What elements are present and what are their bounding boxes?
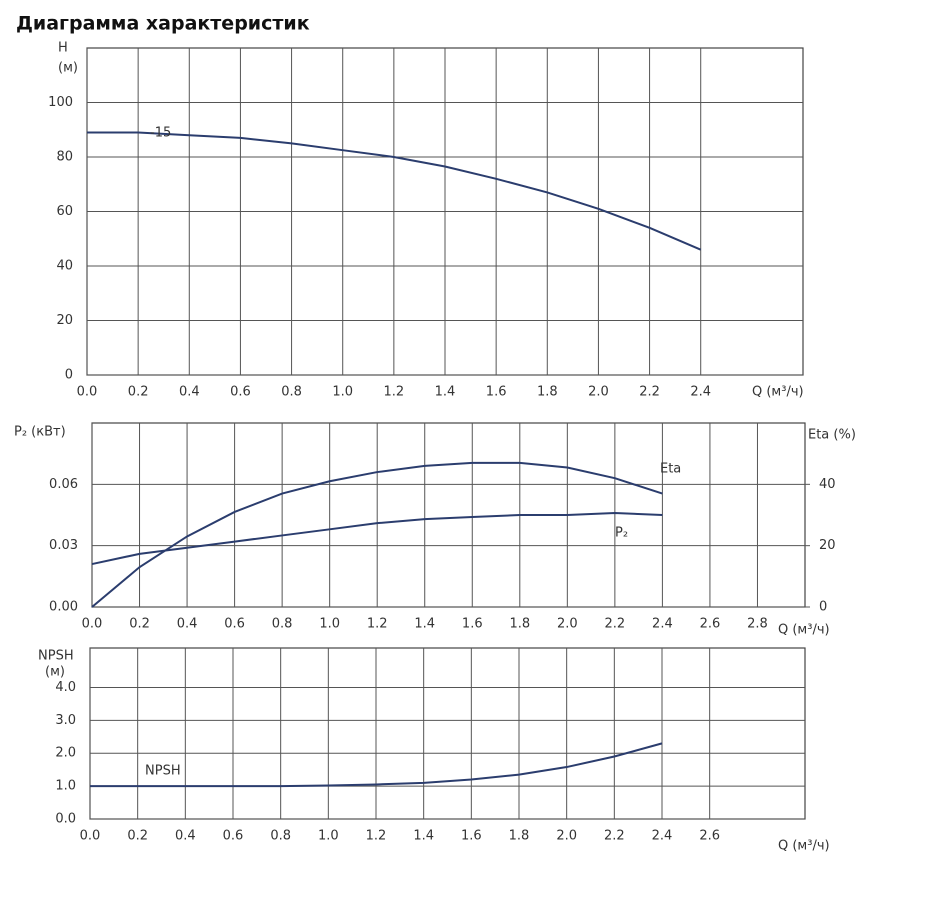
x-tick-label: 1.6 [461, 829, 482, 844]
x-tick-label: 2.2 [605, 617, 626, 632]
data-line [90, 742, 663, 788]
x-tick-label: 2.4 [652, 617, 673, 632]
y-tick-label: 3.0 [55, 713, 76, 728]
y-tick-label: 20 [56, 313, 73, 328]
y-tick-label: 1.0 [55, 779, 76, 794]
x-tick-label: 1.4 [414, 617, 435, 632]
x-tick-label: 1.8 [537, 385, 558, 400]
x-tick-label: 2.6 [699, 829, 720, 844]
x-tick-label: 0.2 [127, 829, 148, 844]
x-tick-label: 0.8 [281, 385, 302, 400]
y-tick-label: 40 [56, 259, 73, 274]
y2-tick-label: 0 [819, 600, 827, 615]
x-tick-label: 0.8 [270, 829, 291, 844]
series-label: Eta [660, 462, 681, 477]
x-tick-label: 2.0 [556, 829, 577, 844]
data-line [91, 461, 663, 608]
y-axis-unit: (м) [58, 61, 78, 76]
plot-frame [89, 647, 806, 820]
x-tick-label: 1.4 [413, 829, 434, 844]
x-tick-label: 2.8 [747, 617, 768, 632]
x-axis-label: Q (м³/ч) [778, 623, 830, 638]
x-tick-label: 2.6 [700, 617, 721, 632]
y-tick-label: 80 [56, 150, 73, 165]
data-line [87, 131, 702, 251]
x-tick-label: 1.8 [509, 829, 530, 844]
x-tick-label: 0.6 [230, 385, 251, 400]
x-tick-label: 1.0 [332, 385, 353, 400]
y-axis-label: P₂ (кВт) [14, 425, 66, 440]
x-tick-label: 2.0 [588, 385, 609, 400]
series-label: -15 [150, 126, 171, 141]
x-axis-label: Q (м³/ч) [778, 839, 830, 854]
x-tick-label: 1.2 [367, 617, 388, 632]
y-tick-label: 100 [48, 95, 73, 110]
y-tick-label: 4.0 [55, 680, 76, 695]
x-tick-label: 2.2 [604, 829, 625, 844]
x-tick-label: 0.6 [224, 617, 245, 632]
y-tick-label: 0.00 [49, 600, 78, 615]
plot-frame [91, 422, 806, 608]
x-tick-label: 0.0 [80, 829, 101, 844]
x-tick-label: 1.8 [509, 617, 530, 632]
series-label: P₂ [615, 526, 628, 541]
x-tick-label: 0.2 [129, 617, 150, 632]
x-tick-label: 2.4 [690, 385, 711, 400]
y-axis-unit: (м) [45, 665, 65, 680]
x-tick-label: 2.0 [557, 617, 578, 632]
series-label: NPSH [145, 764, 181, 779]
x-tick-label: 2.2 [639, 385, 660, 400]
y-tick-label: 2.0 [55, 746, 76, 761]
x-tick-label: 0.0 [82, 617, 103, 632]
y-tick-label: 60 [56, 204, 73, 219]
x-tick-label: 0.4 [179, 385, 200, 400]
data-line [91, 511, 663, 566]
y2-tick-label: 40 [819, 477, 836, 492]
y-tick-label: 0.06 [49, 477, 78, 492]
x-tick-label: 0.6 [223, 829, 244, 844]
x-tick-label: 1.6 [486, 385, 507, 400]
x-tick-label: 1.0 [318, 829, 339, 844]
x-axis-label: Q (м³/ч) [752, 385, 804, 400]
x-tick-label: 2.4 [652, 829, 673, 844]
page-title: Диаграмма характеристик [16, 13, 310, 35]
y2-axis-label: Eta (%) [808, 428, 856, 443]
y2-tick-label: 20 [819, 538, 836, 553]
y-tick-label: 0.0 [55, 812, 76, 827]
x-tick-label: 0.4 [175, 829, 196, 844]
x-tick-label: 0.2 [128, 385, 149, 400]
x-tick-label: 1.2 [366, 829, 387, 844]
x-tick-label: 1.0 [319, 617, 340, 632]
x-tick-label: 1.6 [462, 617, 483, 632]
y-tick-label: 0 [65, 368, 73, 383]
y-axis-label: H [58, 41, 68, 56]
x-tick-label: 1.4 [435, 385, 456, 400]
y-axis-label: NPSH [38, 649, 74, 664]
x-tick-label: 0.4 [177, 617, 198, 632]
x-tick-label: 0.0 [77, 385, 98, 400]
x-tick-label: 0.8 [272, 617, 293, 632]
y-tick-label: 0.03 [49, 538, 78, 553]
x-tick-label: 1.2 [384, 385, 405, 400]
